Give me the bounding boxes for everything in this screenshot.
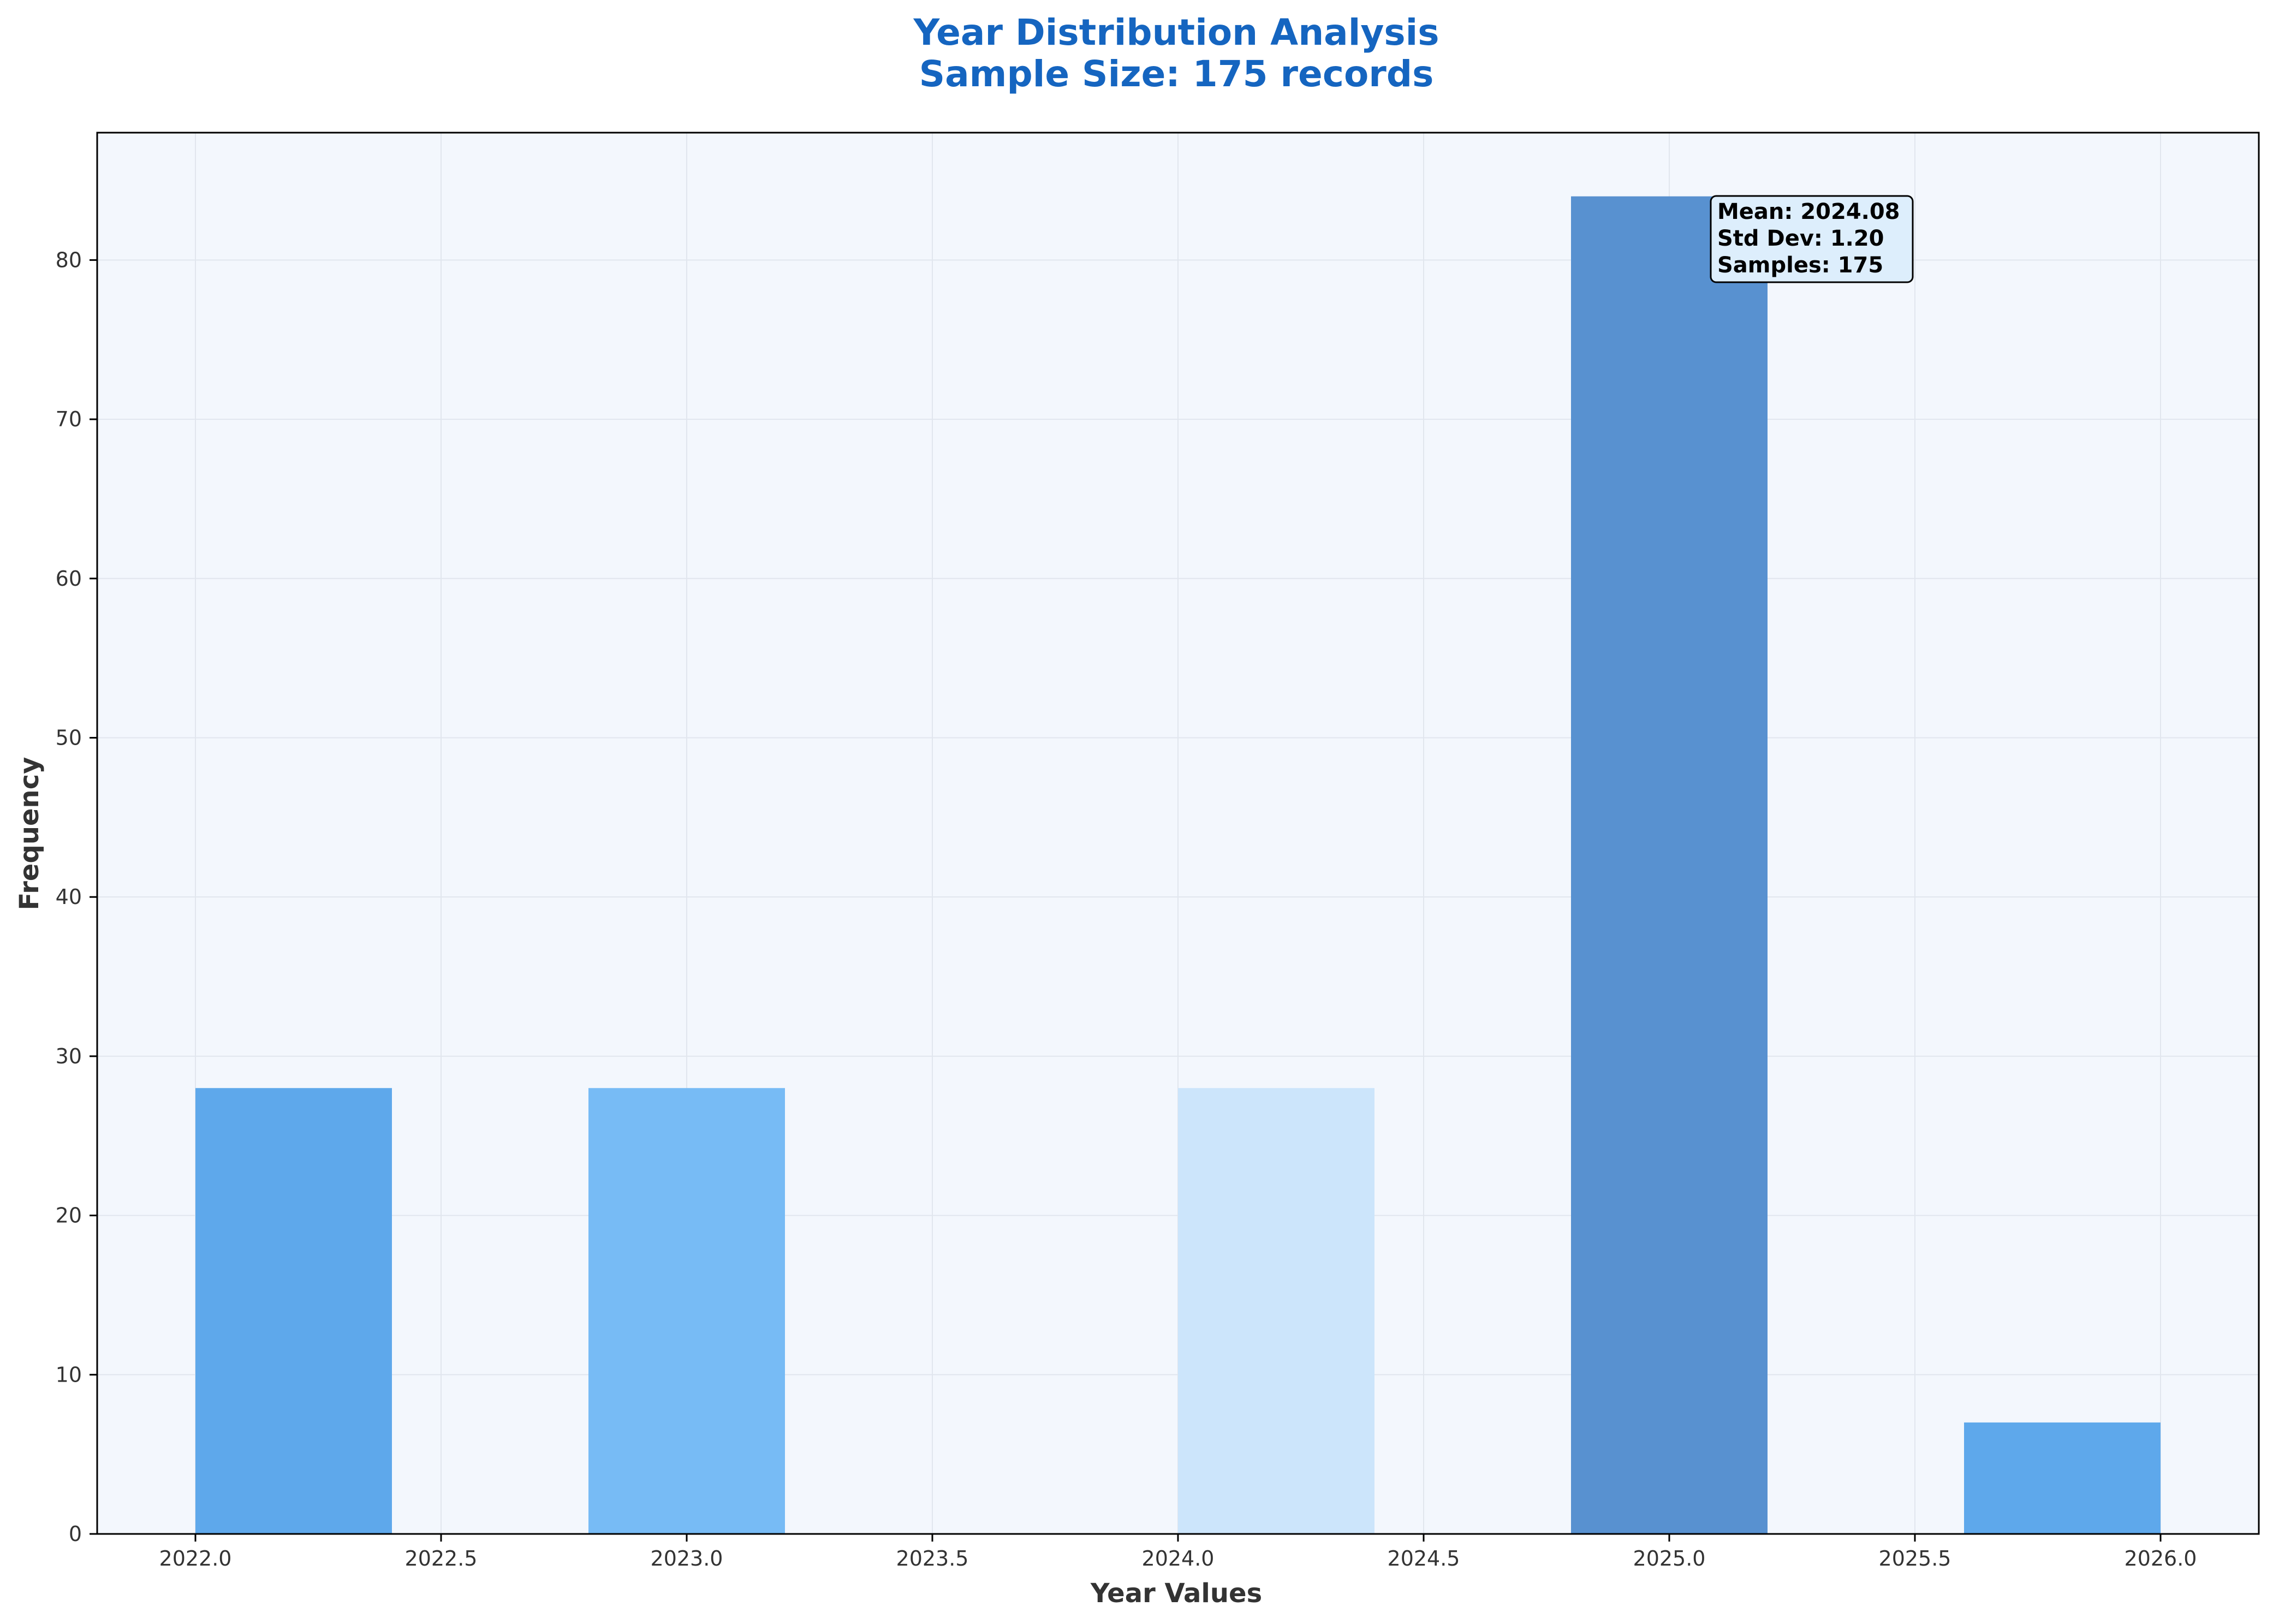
x-tick-label: 2023.0 <box>651 1546 723 1571</box>
x-tick-label: 2023.5 <box>896 1546 969 1571</box>
stats-annotation-box <box>1710 195 1914 283</box>
x-tick-label: 2025.5 <box>1879 1546 1951 1571</box>
chart-title: Year Distribution Analysis <box>913 11 1439 53</box>
x-tick-label: 2022.5 <box>405 1546 478 1571</box>
stats-annotation: Mean: 2024.08 Std Dev: 1.20 Samples: 175 <box>1710 195 1914 283</box>
stats-std-dev: Std Dev: 1.20 <box>1717 226 1884 251</box>
histogram-bar-4 <box>1178 1088 1374 1534</box>
x-tick-label: 2024.0 <box>1142 1546 1215 1571</box>
y-tick-label: 80 <box>56 248 82 272</box>
y-tick-label: 0 <box>69 1522 82 1546</box>
x-axis-label: Year Values <box>1090 1578 1262 1609</box>
y-tick-label: 10 <box>56 1363 82 1387</box>
x-tick-label: 2022.0 <box>159 1546 232 1571</box>
x-tick-label: 2026.0 <box>2125 1546 2197 1571</box>
y-axis-label: Frequency <box>14 757 45 911</box>
histogram-bar-5 <box>1571 196 1768 1534</box>
y-tick-label: 20 <box>56 1204 82 1228</box>
y-tick-label: 30 <box>56 1044 82 1068</box>
axis-ticks: 2022.0 2022.5 2023.0 2023.5 2024.0 2024.5 2025… <box>56 248 2197 1571</box>
y-tick-label: 60 <box>56 567 82 591</box>
y-tick-label: 40 <box>56 885 82 909</box>
histogram-bar-1 <box>588 1088 785 1534</box>
x-tick-label: 2024.5 <box>1388 1546 1460 1571</box>
y-tick-label: 50 <box>56 725 82 749</box>
stats-mean: Mean: 2024.08 <box>1717 199 1900 224</box>
chart-subtitle: Sample Size: 175 records <box>919 53 1434 95</box>
stats-samples: Samples: 175 <box>1717 253 1883 278</box>
histogram-bars <box>195 196 2161 1534</box>
x-tick-label: 2025.0 <box>1633 1546 1706 1571</box>
y-tick-label: 70 <box>56 407 82 431</box>
histogram-bar-6 <box>1964 1422 2161 1534</box>
histogram-bar-0 <box>195 1088 392 1534</box>
